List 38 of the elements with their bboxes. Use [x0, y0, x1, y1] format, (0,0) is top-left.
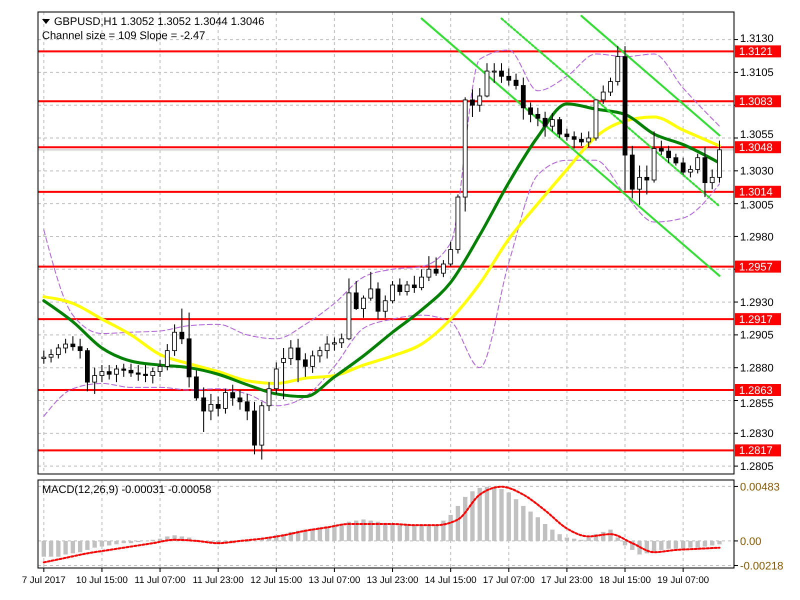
ref-line-label: 1.2863: [739, 384, 773, 397]
chart-title: MACD(12,26,9) -0.00031 -0.00058: [42, 484, 212, 496]
x-tick-label: 18 Jul 15:00: [599, 575, 651, 586]
x-tick-label: 11 Jul 07:00: [134, 575, 186, 586]
x-tick-label: 17 Jul 23:00: [541, 575, 593, 586]
y-tick-label: 0.00483: [740, 481, 780, 494]
y-tick-label: -0.00218: [740, 560, 784, 572]
chart-title: GBPUSD,H1 1.3052 1.3052 1.3044 1.3046: [54, 16, 264, 28]
x-tick-label: 13 Jul 23:00: [366, 575, 418, 586]
ref-line-label: 1.3014: [739, 186, 773, 199]
ref-line-label: 1.2957: [739, 261, 773, 274]
ref-line-label: 1.3121: [739, 46, 773, 58]
y-tick-label: 1.2905: [740, 330, 774, 342]
x-tick-label: 14 Jul 15:00: [424, 575, 477, 586]
y-tick-label: 1.3130: [740, 33, 774, 46]
y-tick-label: 1.2830: [740, 428, 774, 440]
ref-line-label: 1.3048: [739, 142, 773, 154]
y-tick-label: 1.2880: [740, 362, 774, 375]
ref-line-label: 1.2817: [739, 445, 773, 458]
y-tick-label: 1.3055: [740, 129, 774, 142]
y-tick-label: 1.3005: [740, 200, 774, 212]
x-tick-label: 7 Jul 2017: [22, 575, 66, 586]
x-tick-label: 19 Jul 07:00: [657, 575, 710, 586]
y-tick-label: 1.2980: [740, 231, 774, 244]
annotation: Channel size = 109 Slope = -2.47: [42, 30, 206, 42]
x-tick-label: 12 Jul 15:00: [250, 575, 302, 586]
ref-line-label: 1.3083: [739, 96, 773, 108]
ref-line-label: 1.2917: [739, 314, 773, 326]
y-tick-label: 1.3105: [740, 67, 774, 80]
x-tick-label: 17 Jul 07:00: [482, 575, 535, 586]
y-tick-label: 1.2855: [740, 398, 774, 410]
y-tick-label: 0.00: [740, 536, 762, 548]
y-tick-label: 1.3030: [740, 166, 774, 178]
x-tick-label: 11 Jul 23:00: [192, 575, 244, 586]
y-tick-label: 1.2930: [740, 296, 774, 309]
y-tick-label: 1.2805: [740, 460, 774, 473]
x-tick-label: 10 Jul 15:00: [76, 575, 128, 586]
x-tick-label: 13 Jul 07:00: [308, 575, 360, 586]
